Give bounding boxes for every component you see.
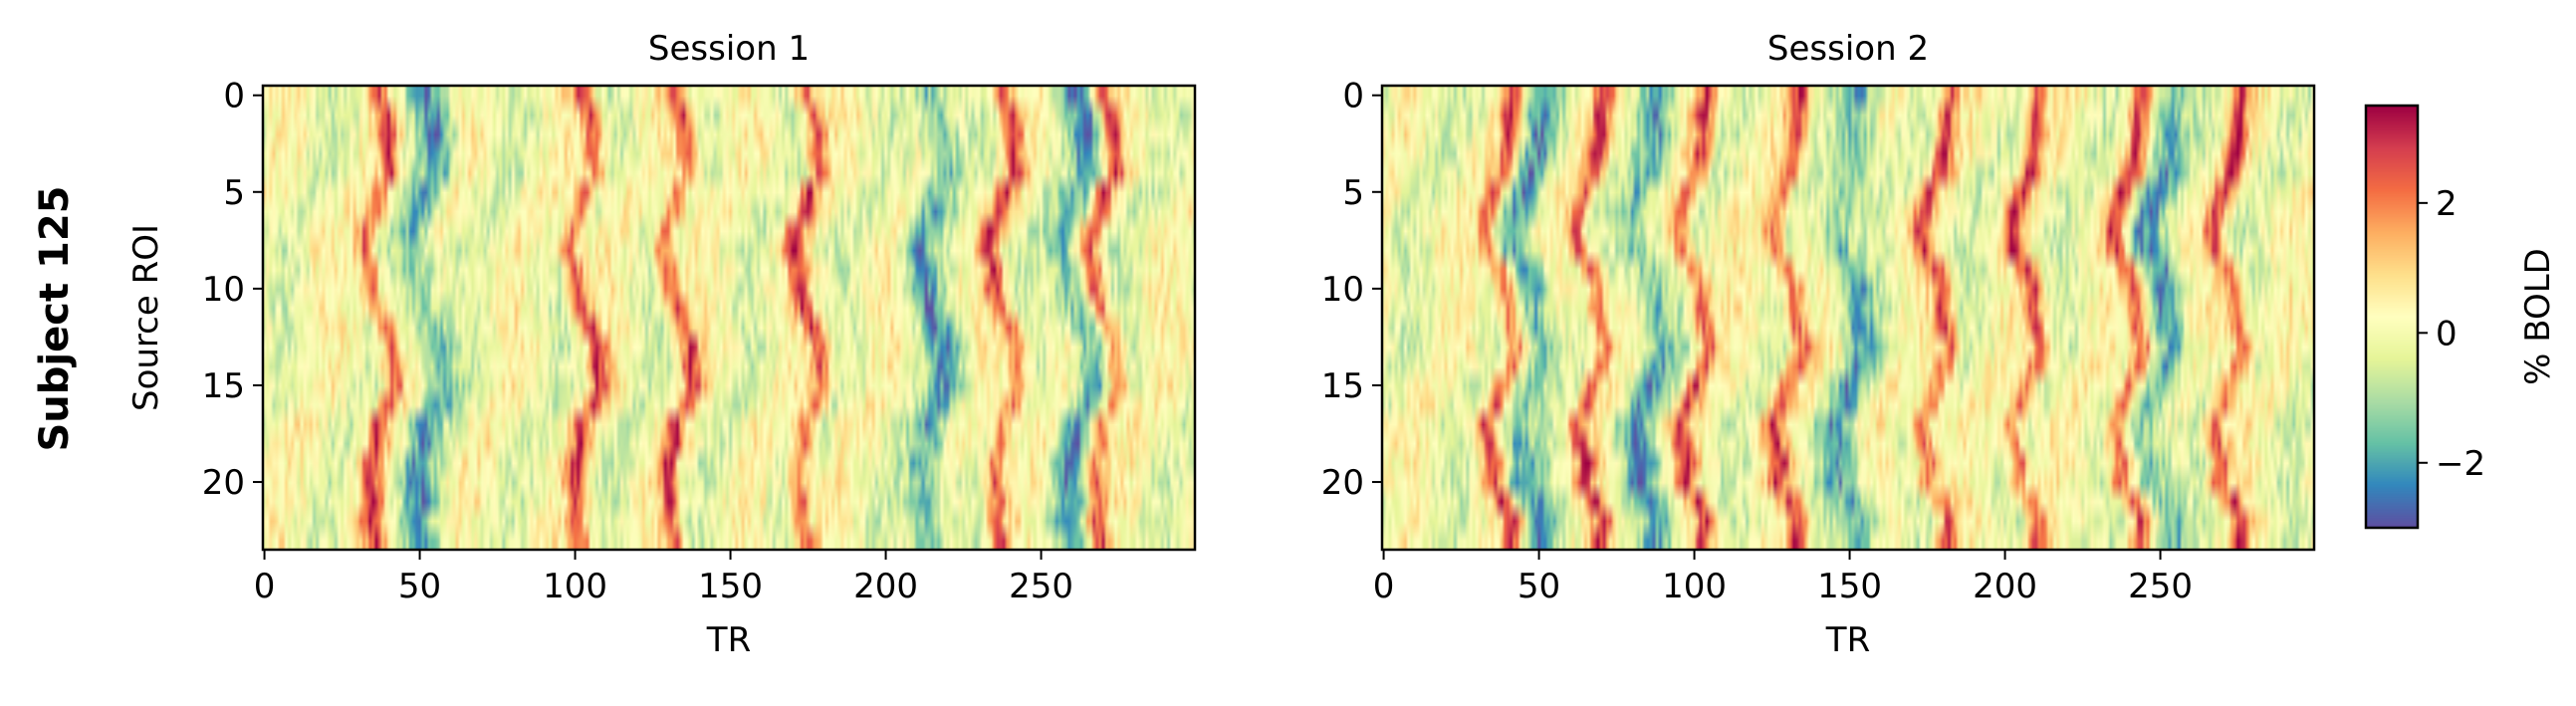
- y-tick-label: 5: [1342, 173, 1364, 213]
- colorbar-tick-label: −2: [2436, 444, 2485, 484]
- y-tick-label: 0: [1342, 77, 1364, 117]
- x-tick-label: 200: [853, 567, 918, 606]
- x-tick-label: 100: [543, 567, 607, 606]
- axes-layer: Session 10 50 100 150 200 25005101520TRSource…: [126, 29, 2558, 660]
- x-tick-label: 100: [1662, 567, 1727, 606]
- x-tick-label: 250: [1009, 567, 1073, 606]
- x-tick-label: 0: [254, 567, 276, 606]
- x-tick-label: 0: [1373, 567, 1395, 606]
- colorbar-label: % BOLD: [2518, 248, 2558, 385]
- colorbar-gradient: [2366, 106, 2418, 528]
- x-tick-label: 150: [698, 567, 763, 606]
- y-tick-label: 20: [1321, 463, 1364, 503]
- heatmap-session-2: [1382, 86, 2314, 550]
- x-tick-label: 250: [2128, 567, 2193, 606]
- x-tick-label: 50: [1518, 567, 1560, 606]
- plot-frame: [261, 84, 1197, 552]
- x-axis-label: TR: [706, 620, 751, 660]
- colorbar-tick-label: 0: [2436, 314, 2458, 353]
- x-tick-label: 50: [398, 567, 441, 606]
- chart-title: Session 1: [648, 29, 810, 69]
- subject-label: Subject 125: [32, 185, 78, 451]
- y-tick-label: 15: [202, 366, 245, 406]
- colorbar-frame: [2364, 104, 2420, 530]
- x-axis-label: TR: [1825, 620, 1870, 660]
- y-tick-label: 10: [1321, 270, 1364, 310]
- plot-frame: [1380, 84, 2316, 552]
- y-tick-label: 5: [223, 173, 245, 213]
- y-tick-label: 20: [202, 463, 245, 503]
- x-tick-label: 150: [1817, 567, 1882, 606]
- y-tick-label: 0: [223, 77, 245, 117]
- heatmap-session-1: [263, 86, 1195, 550]
- chart-title: Session 2: [1767, 29, 1929, 69]
- colorbar-tick-label: 2: [2436, 184, 2458, 224]
- y-tick-label: 15: [1321, 366, 1364, 406]
- y-tick-label: 10: [202, 270, 245, 310]
- x-tick-label: 200: [1973, 567, 2037, 606]
- y-axis-label: Source ROI: [126, 224, 166, 411]
